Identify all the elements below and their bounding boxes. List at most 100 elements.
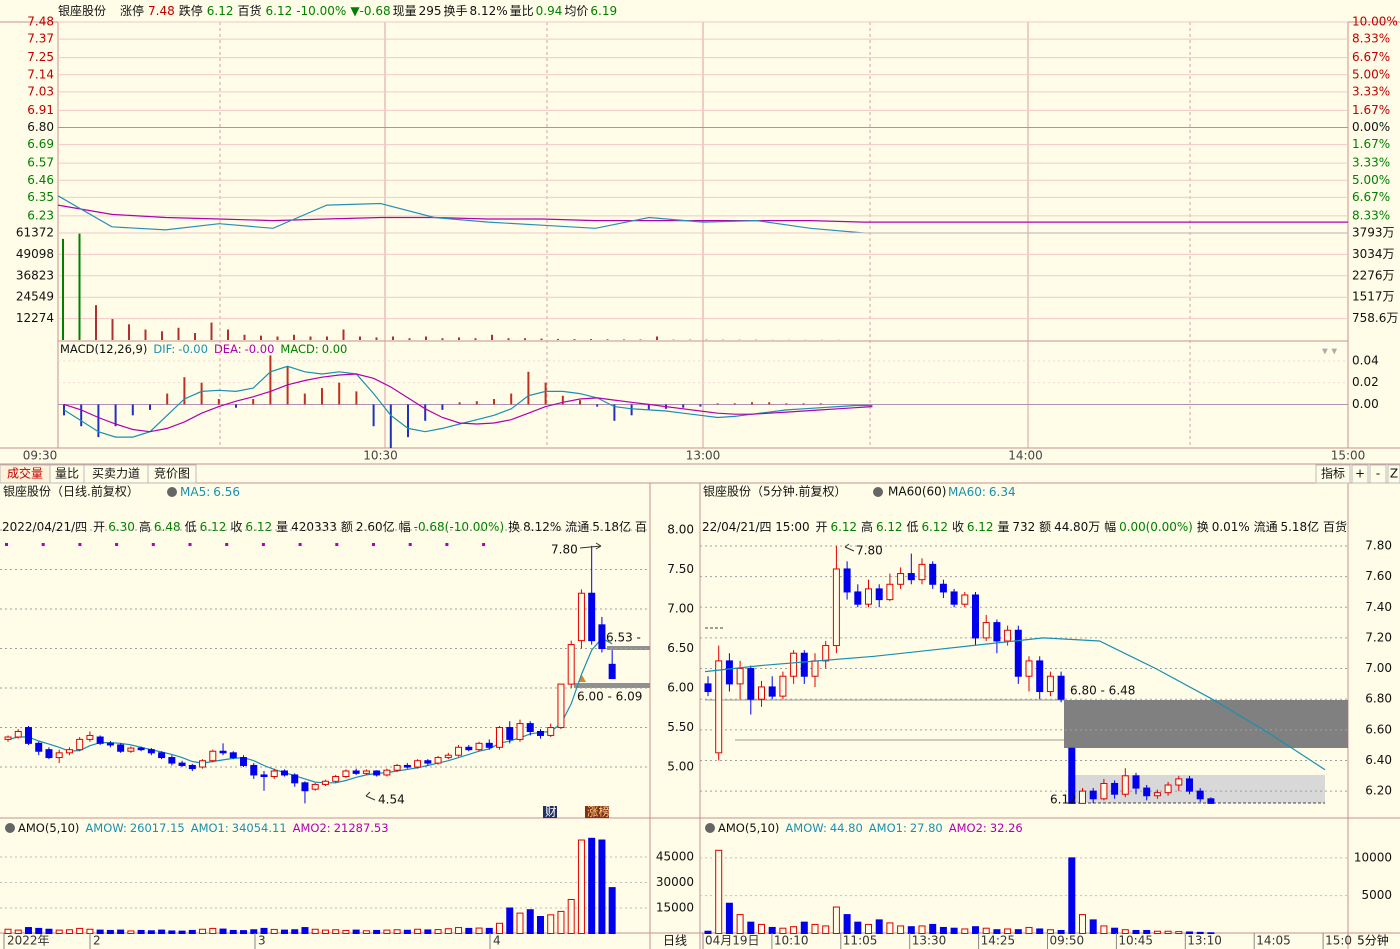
text-item: 2022/04/21/四 <box>2 520 87 534</box>
amo-bar <box>993 929 1001 934</box>
ma-line <box>704 637 1326 771</box>
amo-bar <box>260 927 268 935</box>
candle-body <box>4 736 12 740</box>
amo-bar <box>280 929 288 934</box>
text-item: 0.01% <box>1212 520 1250 534</box>
candle-body <box>982 622 990 639</box>
candle-body <box>557 683 565 729</box>
amo-bar <box>939 926 947 934</box>
amo-bar <box>704 930 712 934</box>
volume-tick-label-right: 3034万 <box>1352 247 1395 261</box>
amo-bar <box>1143 929 1151 935</box>
x-tick-label: 10:45 <box>1118 934 1153 948</box>
candle-body <box>506 727 514 740</box>
candle-body <box>178 762 186 766</box>
volume-tick-label-right: 1517万 <box>1352 290 1395 304</box>
candle-body <box>790 652 798 677</box>
tool-button[interactable] <box>1351 464 1369 484</box>
annotation: 6.80 - 6.48 <box>1070 684 1135 698</box>
tool-label[interactable]: 指标 <box>1321 466 1345 481</box>
amo-bar <box>1046 929 1054 934</box>
candle-body <box>301 782 309 792</box>
candle-body <box>536 730 544 736</box>
text-item: 收 <box>952 520 964 534</box>
text-item: 收 <box>230 520 242 534</box>
tab-label[interactable]: 竞价图 <box>154 467 190 481</box>
amo-bar <box>465 927 473 935</box>
amo-bar <box>342 929 350 935</box>
tool-button[interactable] <box>1387 464 1400 484</box>
y-tick-label: 6.69 <box>27 137 54 151</box>
candle-body <box>86 734 94 740</box>
candle-body <box>747 668 755 700</box>
macd-tick-label: 0.00 <box>1352 397 1379 411</box>
amo-bar <box>747 921 755 934</box>
candle-body <box>961 594 969 605</box>
text-item: -10.00% <box>296 4 346 18</box>
amo-bar <box>516 912 524 934</box>
candle-body <box>270 770 278 778</box>
tab-label[interactable]: 买卖力道 <box>92 467 140 481</box>
y2-tick-label: 5.00% <box>1352 67 1390 81</box>
amo-bar <box>608 887 616 934</box>
text-item: 44.80万 <box>1054 520 1100 534</box>
amo-bar <box>414 928 422 934</box>
annotation-arrow <box>365 791 376 801</box>
text-item: 6.34 <box>989 485 1016 499</box>
tool-label[interactable]: Z <box>1390 467 1398 481</box>
candle-body <box>14 730 22 738</box>
candle-body <box>865 588 872 605</box>
tool-button[interactable] <box>1369 464 1387 484</box>
text-item: 32.26 <box>990 821 1023 835</box>
amo-bar <box>383 929 391 934</box>
candle-body <box>229 752 237 759</box>
x-tick-label: 14:25 <box>981 934 1016 948</box>
level-bar <box>607 646 650 650</box>
text-item: 换手 <box>444 4 468 18</box>
annotation: 6.53 - <box>606 631 641 645</box>
y-tick-label: 6.23 <box>27 208 54 222</box>
candle-body <box>1132 775 1140 789</box>
candle-body <box>577 592 585 642</box>
amo-bar <box>854 921 862 934</box>
x-tick-label: 13:00 <box>686 449 721 463</box>
candle-body <box>106 742 114 746</box>
candle-body <box>1186 778 1193 792</box>
text-item: 开 <box>93 520 105 534</box>
amo-bar <box>886 922 894 935</box>
text-item: 百货 <box>237 3 261 18</box>
amo-bar <box>496 922 504 934</box>
text-item: 银座股份 <box>58 3 106 18</box>
text-item: 7.48 <box>148 4 175 18</box>
text-item: AMOW: <box>785 821 826 835</box>
amo-bar <box>106 929 114 935</box>
tab-label[interactable]: 成交量 <box>7 466 43 481</box>
text-item: 换 <box>1197 520 1209 534</box>
text-item: 6.48 <box>154 520 181 534</box>
candle-body <box>209 750 217 762</box>
annotation-arrow <box>844 543 855 552</box>
amo-bar <box>577 839 585 935</box>
candle-body <box>45 749 53 759</box>
candle-body <box>875 588 883 601</box>
candle-body <box>950 591 958 605</box>
candle-body <box>434 757 442 764</box>
tab-label[interactable]: 量比 <box>55 467 79 481</box>
tool-button[interactable] <box>1315 464 1351 484</box>
tab[interactable] <box>147 464 197 484</box>
candle-body <box>897 573 905 585</box>
amo-bar <box>199 928 207 934</box>
text-item: 8.12% <box>470 4 508 18</box>
tool-label[interactable]: - <box>1376 467 1380 481</box>
x-tick-label: 15:00 <box>1331 449 1366 463</box>
amo-bar <box>758 923 765 935</box>
y-tick-label: 6.40 <box>1365 753 1392 767</box>
y-tick-label: 6.50 <box>667 641 694 655</box>
text-item: 2.60亿 <box>356 519 395 534</box>
y-tick-label: 5.00 <box>667 760 694 774</box>
amo-bar <box>1175 931 1183 934</box>
tool-label[interactable]: + <box>1355 467 1365 481</box>
amo-bar <box>117 929 125 934</box>
x-tick-label: 2 <box>93 934 101 948</box>
candle-body <box>547 727 555 736</box>
